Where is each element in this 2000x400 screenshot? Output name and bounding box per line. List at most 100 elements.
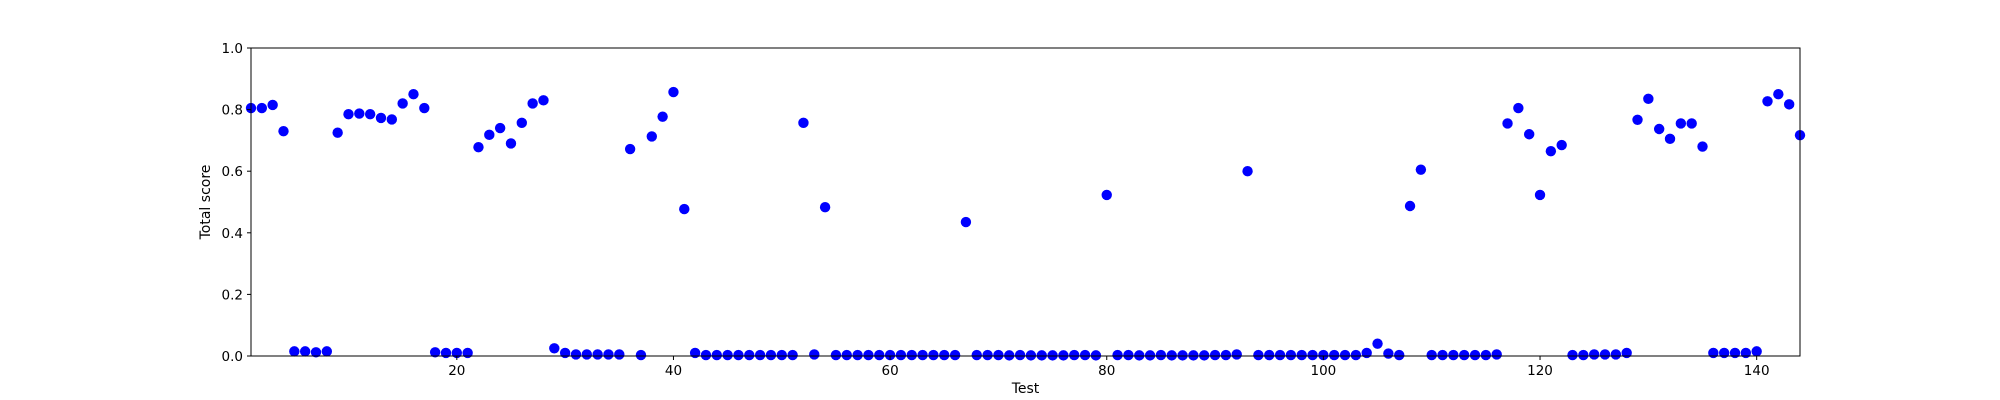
data-point [949, 349, 961, 361]
data-point [570, 349, 582, 360]
data-point [1643, 93, 1654, 105]
data-point [1036, 350, 1047, 361]
data-point [375, 112, 387, 124]
data-point [408, 89, 419, 100]
data-point [830, 349, 842, 361]
data-point [278, 125, 289, 137]
data-point [581, 349, 592, 360]
data-point [1599, 349, 1611, 360]
data-point [1513, 102, 1524, 114]
data-point [321, 346, 333, 357]
y-tick-label: 0.8 [222, 103, 243, 119]
data-point [429, 347, 441, 358]
x-tick-label: 20 [448, 363, 465, 379]
data-point [494, 122, 506, 134]
data-point [1058, 350, 1069, 361]
data-point [505, 138, 517, 149]
data-point [906, 349, 917, 361]
x-tick-label: 140 [1744, 363, 1770, 379]
data-point [841, 349, 852, 361]
data-point [668, 86, 679, 98]
data-point [289, 346, 300, 357]
data-point [1740, 347, 1752, 359]
data-point [549, 343, 560, 354]
data-point [397, 98, 408, 109]
data-point [863, 349, 874, 361]
data-point [1047, 350, 1058, 361]
data-point [1361, 347, 1372, 359]
data-point [386, 114, 398, 125]
y-tick-label: 0.0 [222, 349, 243, 365]
data-point [1307, 349, 1318, 361]
data-point [256, 102, 268, 114]
data-point [1653, 123, 1665, 135]
data-point [1339, 349, 1351, 361]
data-point [1762, 96, 1773, 107]
data-point [516, 117, 528, 129]
y-tick-label: 0.4 [222, 226, 243, 242]
data-point [1112, 349, 1123, 361]
data-point [1025, 350, 1037, 361]
data-point [884, 349, 896, 361]
data-point [917, 349, 928, 361]
data-point [1004, 350, 1015, 361]
data-point [527, 98, 538, 109]
data-point [1502, 118, 1513, 129]
data-point [354, 108, 365, 119]
data-point [1621, 347, 1632, 359]
data-point [1090, 350, 1102, 361]
data-point [1209, 349, 1221, 361]
data-point [462, 347, 473, 359]
data-point [1177, 350, 1188, 361]
data-point [1686, 118, 1697, 129]
data-point [559, 347, 571, 359]
data-point [332, 127, 343, 138]
data-point [993, 349, 1004, 361]
data-point [679, 203, 690, 215]
data-point [484, 129, 495, 141]
data-points [245, 86, 1806, 361]
data-point [809, 349, 820, 360]
data-point [1079, 349, 1091, 361]
data-point [971, 349, 982, 361]
data-point [787, 349, 798, 361]
data-point [1404, 200, 1416, 212]
data-point [646, 131, 657, 142]
plot-area-frame [250, 47, 1801, 357]
data-point [1437, 349, 1448, 361]
y-tick-label: 1.0 [222, 41, 243, 57]
data-point [819, 202, 831, 213]
data-point [1253, 349, 1264, 361]
data-point [960, 216, 972, 228]
data-point [1751, 346, 1762, 357]
data-point [733, 349, 744, 361]
data-point [310, 347, 322, 358]
data-point [1285, 349, 1297, 361]
data-point [700, 349, 712, 361]
data-point [1523, 129, 1535, 140]
data-point [364, 109, 376, 120]
data-point [1773, 89, 1784, 100]
x-axis-title: Test [1011, 381, 1040, 397]
data-point [1166, 350, 1177, 361]
data-point [1394, 349, 1405, 361]
data-point [1708, 347, 1719, 359]
data-point [1372, 338, 1383, 349]
data-point [267, 99, 278, 111]
data-point [1426, 349, 1437, 361]
data-point [1588, 349, 1600, 360]
data-point [798, 117, 809, 129]
x-tick-label: 120 [1527, 363, 1553, 379]
data-point [1491, 349, 1502, 360]
data-point [1123, 349, 1134, 361]
data-point [1783, 99, 1795, 110]
x-tick-label: 100 [1310, 363, 1336, 379]
data-point [1242, 166, 1253, 177]
data-point [440, 347, 452, 359]
data-point [1155, 349, 1167, 361]
data-point [1448, 349, 1459, 361]
data-point [1188, 350, 1199, 361]
x-tick-label: 60 [882, 363, 899, 379]
data-point [635, 349, 647, 361]
